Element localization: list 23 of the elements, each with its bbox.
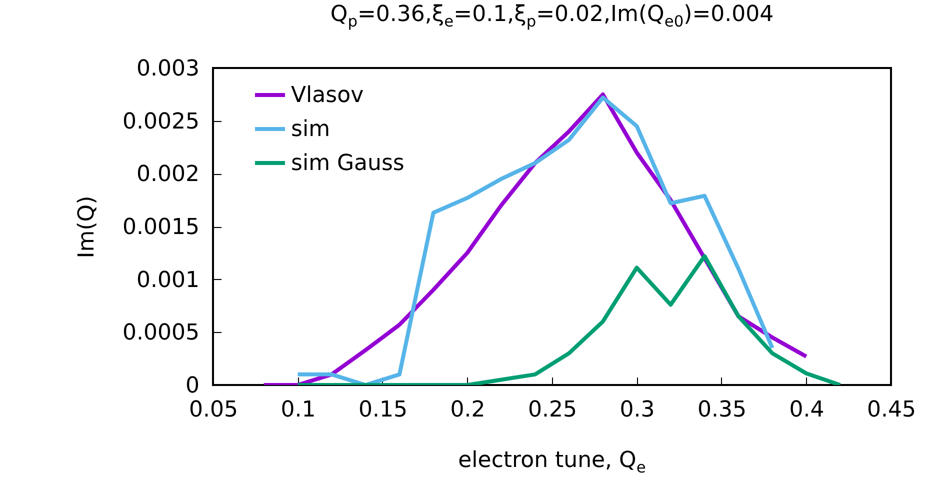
x-tick-label: 0.1 xyxy=(280,398,316,422)
y-tick-label: 0.003 xyxy=(136,56,200,82)
x-tick-label: 0.15 xyxy=(358,398,408,422)
x-axis-title: electron tune, Q$_{e}$ xyxy=(457,448,647,476)
y-tick-label: 0.002 xyxy=(136,162,200,188)
x-tick-label: 0.4 xyxy=(789,398,824,422)
y-tick-label: 0.0015 xyxy=(122,215,200,240)
legend-label: sim xyxy=(291,117,330,142)
chart-title: Q$_{p}$=0.36,ξ$_{e}$=0.1,ξ$_{p}$=0.02,Im(Q$_{e0}$)=0.004 xyxy=(330,2,774,30)
line-series xyxy=(296,254,842,385)
y-tick-label: 0.001 xyxy=(136,268,200,293)
y-tick-label: 0.0005 xyxy=(122,320,200,346)
x-tick-label: 0.35 xyxy=(698,398,746,422)
x-tick-label: 0.45 xyxy=(867,398,916,422)
x-tick-label: 0.25 xyxy=(528,398,577,422)
y-tick-label: 0.0025 xyxy=(122,109,200,134)
legend-label: Vlasov xyxy=(291,83,364,108)
x-tick-label: 0.3 xyxy=(620,398,655,422)
y-axis-title: Im(Q) xyxy=(74,196,100,258)
legend-label: sim Gauss xyxy=(291,151,404,176)
x-tick-label: 0.05 xyxy=(189,398,238,422)
y-tick-label: 0 xyxy=(186,374,200,398)
x-tick-label: 0.2 xyxy=(450,398,486,422)
